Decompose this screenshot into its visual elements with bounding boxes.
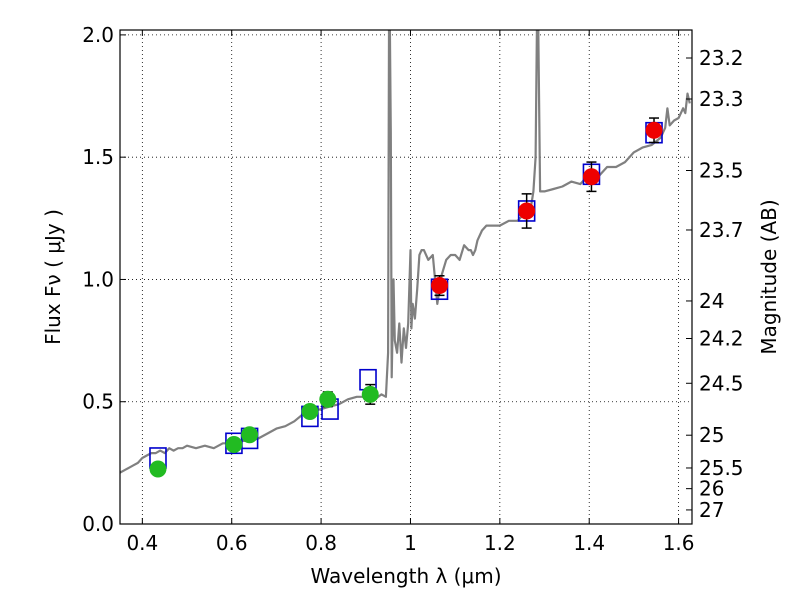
observed-optical-point [301,403,319,421]
y-axis: 0.0 0.5 1.0 1.5 2.0 [82,23,126,536]
observed-infrared-point [582,168,600,186]
observed-infrared-point [431,277,449,295]
observed-optical-point [319,390,337,408]
x-tick-label: 1.6 [663,531,695,555]
model-spectrum-line [120,30,691,474]
magnitude-tick-label: 25 [699,423,724,447]
observed-infrared-point [645,121,663,139]
x-tick-label: 1 [404,531,417,555]
y-axis-title: Flux Fν ( μJy ) [41,209,65,345]
observed-infrared-point [518,202,536,220]
plot-background [120,30,692,524]
x-tick-label: 0.4 [126,531,158,555]
x-tick-label: 1.2 [484,531,516,555]
y-tick-label: 0.5 [82,390,114,414]
observed-optical-point [225,436,243,454]
magnitude-axis-title: Magnitude (AB) [757,199,781,354]
magnitude-tick-label: 25.5 [699,456,744,480]
x-axis: 0.4 0.6 0.8 1 1.2 1.4 1.6 [126,30,695,555]
magnitude-tick-label: 23.2 [699,46,744,70]
magnitude-tick-label: 27 [699,498,724,522]
x-tick-label: 1.4 [573,531,605,555]
observed-optical-point [241,426,259,444]
plot-area [120,30,691,478]
x-tick-label: 0.6 [216,531,248,555]
observed-optical-point [149,460,167,478]
observed-photometry-markers [149,121,663,478]
magnitude-tick-label: 24 [699,289,724,313]
magnitude-tick-label: 24.5 [699,371,744,395]
plot-frame [119,29,693,525]
y-tick-label: 1.5 [82,145,114,169]
x-tick-label: 0.8 [305,531,337,555]
magnitude-tick-label: 23.3 [699,87,744,111]
y-tick-label: 0.0 [82,512,114,536]
y-tick-label: 2.0 [82,23,114,47]
magnitude-tick-label: 24.2 [699,326,744,350]
magnitude-tick-label: 23.7 [699,218,744,242]
observed-optical-point [361,385,379,403]
y-tick-label: 1.0 [82,267,114,291]
magnitude-tick-label: 26 [699,477,724,501]
magnitude-tick-label: 23.5 [699,159,744,183]
x-axis-title: Wavelength λ (μm) [310,564,501,588]
